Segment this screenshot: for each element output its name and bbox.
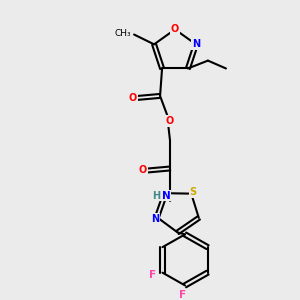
Text: F: F [179,290,187,300]
Text: S: S [190,187,197,197]
Text: N: N [151,214,159,224]
Text: O: O [139,166,147,176]
Text: F: F [149,270,156,280]
Text: N: N [192,39,200,49]
Text: H: H [152,191,160,201]
Text: CH₃: CH₃ [115,29,131,38]
Text: N: N [162,191,170,201]
Text: O: O [171,24,179,34]
Text: O: O [129,93,137,103]
Text: O: O [166,116,174,126]
